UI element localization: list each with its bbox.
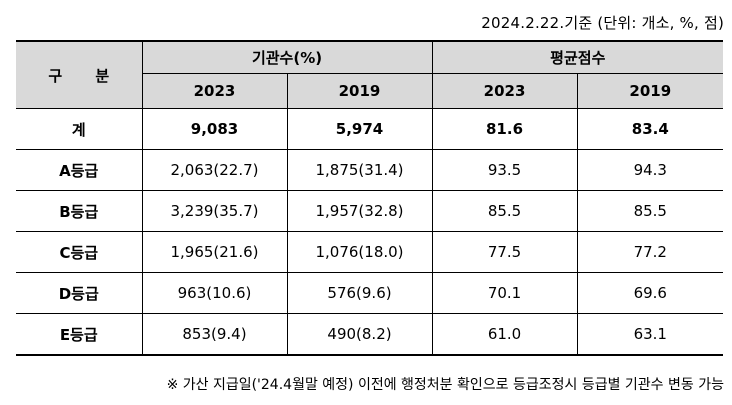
cell-score-2019: 83.4	[576, 108, 724, 150]
cell-score-2019: 94.3	[576, 149, 724, 191]
cell-count-2019: 1,076(18.0)	[286, 231, 433, 273]
cell-score-2019: 85.5	[576, 190, 724, 232]
row-label: A등급	[16, 149, 143, 191]
cell-count-2023: 3,239(35.7)	[141, 190, 288, 232]
cell-count-2019: 1,875(31.4)	[286, 149, 433, 191]
header-row-groups: 구 분 기관수(%) 평균점수	[16, 40, 724, 109]
row-label: E등급	[16, 313, 143, 356]
header-average-score: 평균점수	[431, 40, 724, 74]
table-row-grade-a: A등급 2,063(22.7) 1,875(31.4) 93.5 94.3	[16, 149, 724, 191]
cell-score-2019: 69.6	[576, 272, 724, 314]
cell-count-2019: 490(8.2)	[286, 313, 433, 356]
row-label: D등급	[16, 272, 143, 314]
cell-score-2023: 70.1	[431, 272, 578, 314]
cell-score-2023: 61.0	[431, 313, 578, 356]
table-row-grade-c: C등급 1,965(21.6) 1,076(18.0) 77.5 77.2	[16, 231, 724, 273]
cell-count-2023: 9,083	[141, 108, 288, 150]
table-row-grade-d: D등급 963(10.6) 576(9.6) 70.1 69.6	[16, 272, 724, 314]
cell-count-2019: 576(9.6)	[286, 272, 433, 314]
cell-score-2019: 63.1	[576, 313, 724, 356]
cell-score-2023: 81.6	[431, 108, 578, 150]
cell-count-2023: 1,965(21.6)	[141, 231, 288, 273]
cell-count-2023: 853(9.4)	[141, 313, 288, 356]
header-institution-count: 기관수(%)	[141, 40, 433, 74]
cell-score-2019: 77.2	[576, 231, 724, 273]
header-category: 구 분	[16, 40, 143, 109]
table-row-grade-b: B등급 3,239(35.7) 1,957(32.8) 85.5 85.5	[16, 190, 724, 232]
cell-score-2023: 77.5	[431, 231, 578, 273]
header-year: 2019	[576, 73, 724, 109]
footnote: ※ 가산 지급일('24.4월말 예정) 이전에 행정처분 확인으로 등급조정시…	[166, 377, 724, 393]
header-year: 2023	[431, 73, 578, 109]
row-label: 계	[16, 108, 143, 150]
cell-score-2023: 93.5	[431, 149, 578, 191]
cell-count-2023: 2,063(22.7)	[141, 149, 288, 191]
grade-statistics-table: 구 분 기관수(%) 평균점수 2023 2019 2023 2019 계 9,…	[16, 40, 724, 356]
header-year: 2023	[142, 73, 288, 109]
cell-score-2023: 85.5	[431, 190, 578, 232]
row-label: C등급	[16, 231, 143, 273]
cell-count-2023: 963(10.6)	[141, 272, 288, 314]
cell-count-2019: 5,974	[286, 108, 433, 150]
row-label: B등급	[16, 190, 143, 232]
cell-count-2019: 1,957(32.8)	[286, 190, 433, 232]
date-unit-note: 2024.2.22.기준 (단위: 개소, %, 점)	[481, 14, 724, 32]
table-row-grade-e: E등급 853(9.4) 490(8.2) 61.0 63.1	[16, 313, 724, 356]
header-year: 2019	[286, 73, 433, 109]
table-row-total: 계 9,083 5,974 81.6 83.4	[16, 108, 724, 150]
